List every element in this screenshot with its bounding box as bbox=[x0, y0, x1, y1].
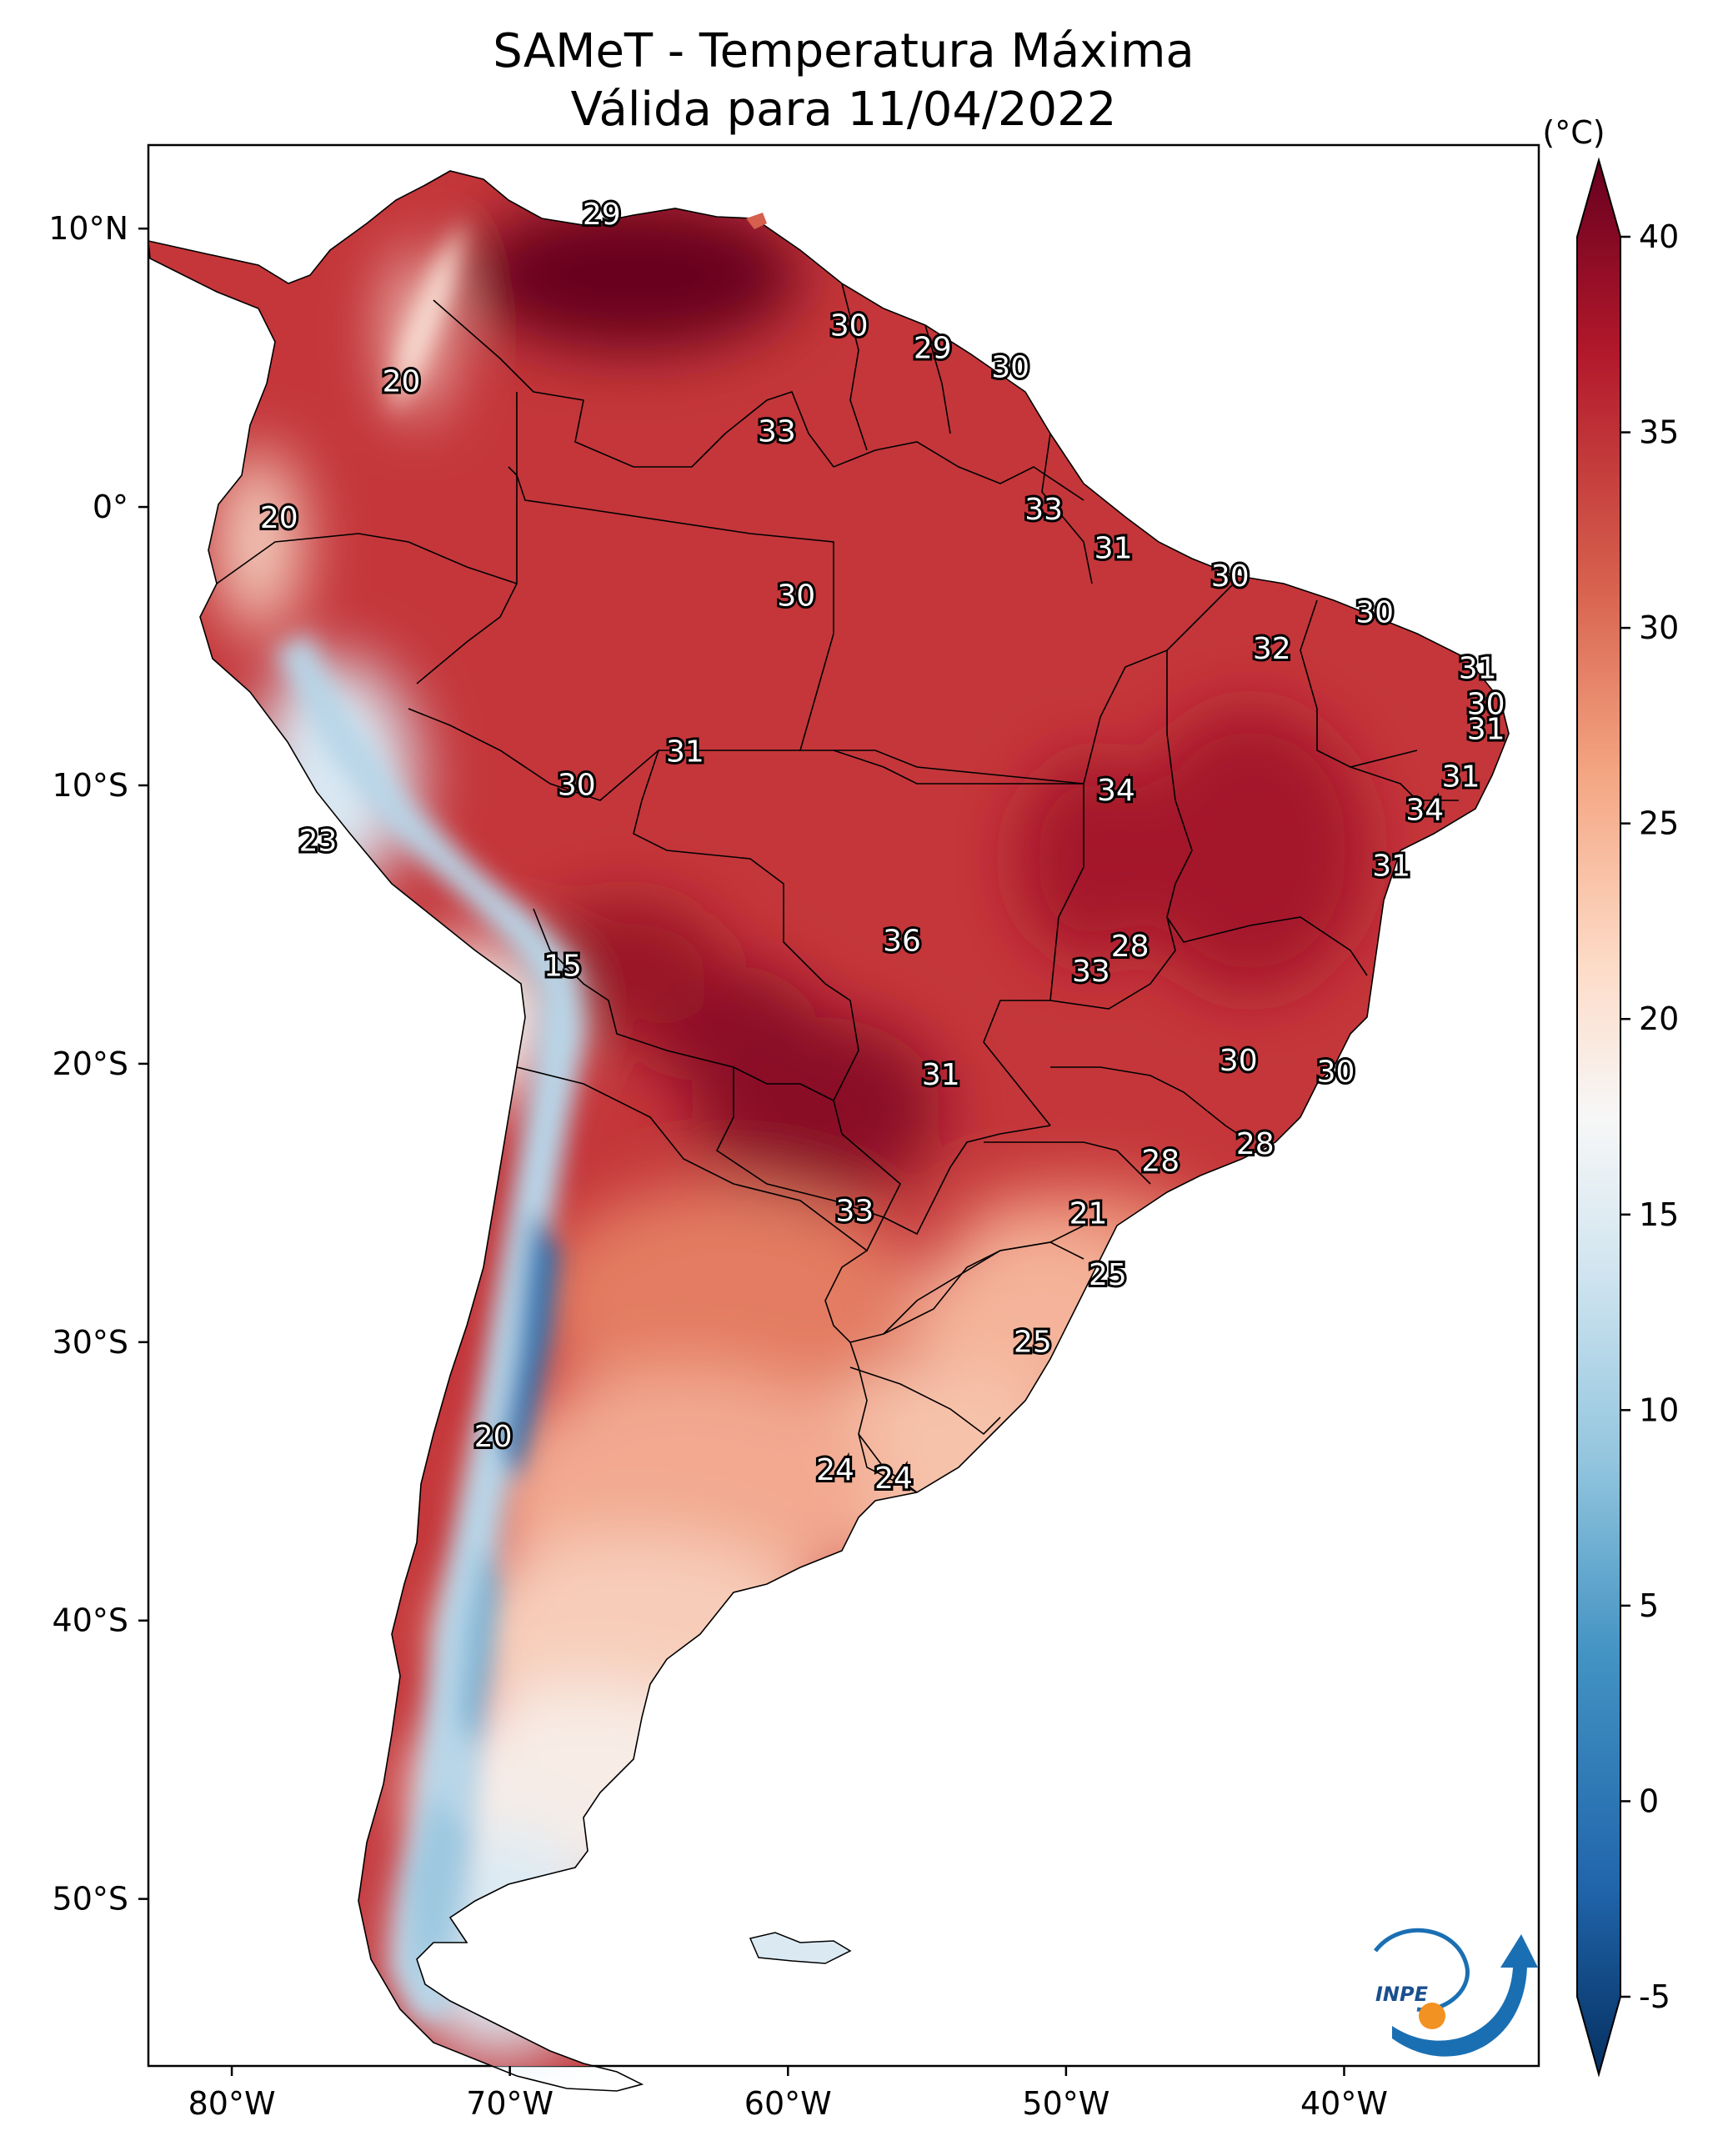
colorbar-body bbox=[1576, 157, 1621, 2078]
station-label: 31 bbox=[1467, 713, 1505, 747]
station-label: 24 bbox=[816, 1453, 854, 1487]
colorbar-tick-label: 15 bbox=[1639, 1196, 1679, 1233]
colorbar-tick-label: -5 bbox=[1639, 1978, 1670, 2015]
inpe-logo: INPE bbox=[1374, 1928, 1538, 2057]
lon-tick-label: 80°W bbox=[188, 2085, 276, 2122]
station-label: 28 bbox=[1111, 930, 1150, 964]
falkland-islands bbox=[749, 1932, 852, 1964]
lat-tick-label: 30°S bbox=[53, 1324, 128, 1361]
station-label: 29 bbox=[914, 331, 952, 365]
station-label: 31 bbox=[1459, 651, 1497, 685]
station-label: 30 bbox=[777, 579, 815, 613]
station-label: 29 bbox=[583, 198, 621, 232]
station-label: 24 bbox=[874, 1462, 913, 1496]
station-label: 30 bbox=[1317, 1055, 1355, 1089]
station-label: 20 bbox=[474, 1420, 513, 1454]
colorbar-unit-label: (°C) bbox=[1542, 114, 1605, 151]
colorbar-tick-label: 30 bbox=[1639, 609, 1679, 646]
station-label: 33 bbox=[835, 1194, 874, 1228]
station-label: 32 bbox=[1253, 632, 1291, 666]
station-label: 21 bbox=[1069, 1197, 1108, 1231]
station-label: 30 bbox=[830, 309, 869, 343]
lon-tick-label: 60°W bbox=[744, 2085, 832, 2122]
colorbar-tick-label: 0 bbox=[1639, 1782, 1659, 1819]
colorbar-tick-label: 25 bbox=[1639, 805, 1679, 842]
logo-text: INPE bbox=[1375, 1983, 1429, 2006]
station-label: 20 bbox=[260, 501, 298, 535]
lon-tick-label: 70°W bbox=[466, 2085, 553, 2122]
station-label: 25 bbox=[1014, 1325, 1052, 1359]
station-label: 31 bbox=[1442, 760, 1480, 794]
title-line-2: Válida para 11/04/2022 bbox=[571, 83, 1117, 137]
station-label: 30 bbox=[1211, 559, 1250, 594]
station-label: 33 bbox=[758, 414, 796, 449]
lon-tick-label: 50°W bbox=[1022, 2085, 1109, 2122]
station-label: 31 bbox=[666, 735, 704, 769]
colorbar-tick-label: 10 bbox=[1639, 1391, 1679, 1428]
station-label: 31 bbox=[1372, 849, 1410, 883]
station-label: 15 bbox=[543, 950, 582, 984]
colorbar-tick-label: 5 bbox=[1639, 1587, 1659, 1624]
station-label: 31 bbox=[922, 1058, 960, 1092]
station-label: 30 bbox=[558, 769, 596, 803]
lat-tick-label: 20°S bbox=[53, 1045, 128, 1082]
station-label: 25 bbox=[1089, 1258, 1127, 1292]
logo-swoosh-icon bbox=[1374, 1928, 1470, 2013]
lat-tick-label: 50°S bbox=[53, 1881, 128, 1918]
station-label: 36 bbox=[883, 924, 921, 958]
colorbar: (°C) 40 35 30 25 20 15 10 5 0 -5 bbox=[1542, 114, 1679, 2078]
logo-arrow-icon bbox=[1392, 1934, 1538, 2057]
lat-tick-label: 0° bbox=[93, 489, 128, 525]
colorbar-tick-label: 20 bbox=[1639, 1000, 1679, 1037]
colorbar-ticks: 40 35 30 25 20 15 10 5 0 -5 bbox=[1620, 218, 1679, 2015]
country-borders bbox=[148, 170, 1510, 2092]
station-label: 30 bbox=[991, 351, 1029, 385]
lat-tick-label: 40°S bbox=[53, 1602, 128, 1639]
axis-ticks: 80°W 70°W 60°W 50°W 40°W 10°N 0° 10°S 20°S 30°S 40… bbox=[48, 210, 1388, 2122]
caribbean-island bbox=[746, 213, 767, 229]
station-label: 28 bbox=[1236, 1127, 1275, 1161]
station-label: 34 bbox=[1405, 794, 1444, 828]
station-label: 31 bbox=[1094, 532, 1133, 566]
station-label: 20 bbox=[383, 364, 421, 399]
station-label: 30 bbox=[1355, 595, 1394, 629]
station-label: 33 bbox=[1072, 955, 1110, 989]
title-line-1: SAMeT - Temperatura Máxima bbox=[493, 24, 1195, 78]
lon-tick-label: 40°W bbox=[1300, 2085, 1388, 2122]
colorbar-tick-label: 35 bbox=[1639, 414, 1679, 451]
station-label: 28 bbox=[1141, 1144, 1180, 1178]
colorbar-tick-label: 40 bbox=[1639, 218, 1679, 255]
station-label: 30 bbox=[1220, 1044, 1258, 1078]
station-label: 33 bbox=[1024, 493, 1063, 527]
station-label: 23 bbox=[299, 824, 338, 858]
lat-tick-label: 10°S bbox=[53, 767, 128, 804]
logo-dot-icon bbox=[1419, 2003, 1445, 2029]
station-label: 34 bbox=[1097, 774, 1135, 808]
station-label: 30 bbox=[1467, 688, 1505, 722]
lat-tick-label: 10°N bbox=[48, 210, 128, 247]
